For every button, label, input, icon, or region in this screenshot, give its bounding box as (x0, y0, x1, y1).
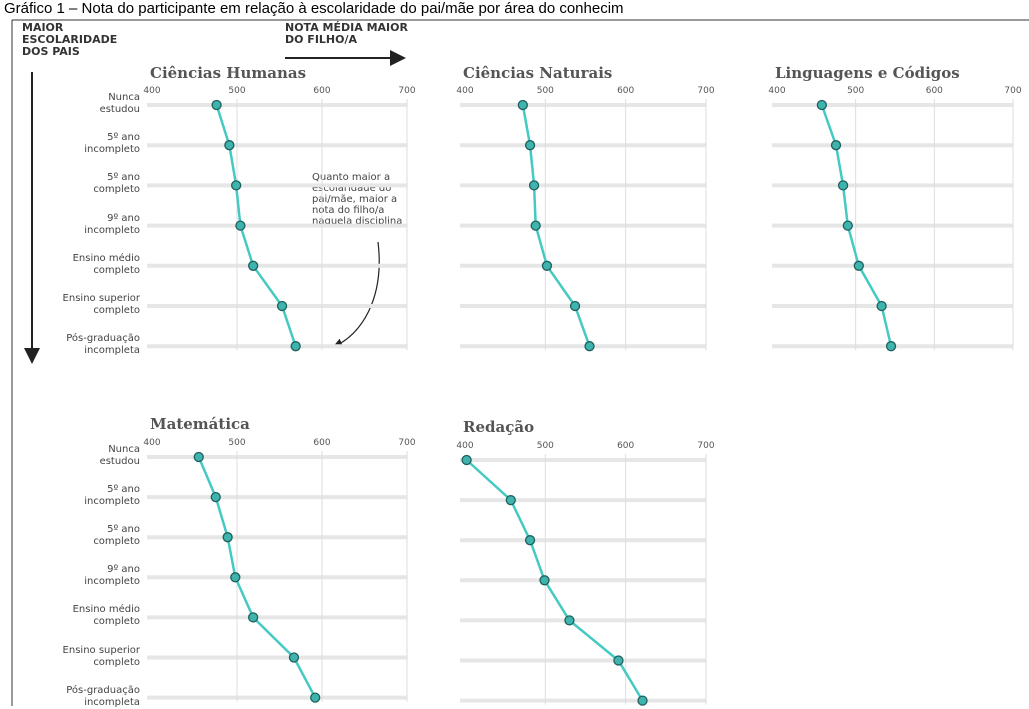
x-tick-label: 500 (537, 441, 554, 451)
chart-title: Ciências Humanas (150, 64, 306, 82)
point (541, 260, 553, 271)
point (290, 341, 301, 352)
point (564, 615, 575, 626)
point (517, 99, 528, 111)
x-tick-label: 600 (926, 86, 943, 96)
caption: Gráfico 1 – Nota do participante em rela… (4, 0, 624, 17)
point (247, 260, 259, 271)
point (235, 220, 246, 231)
x-tick-label: 600 (617, 441, 634, 451)
category-label: Ensino superior completo (62, 293, 140, 316)
x-tick-label: 600 (313, 86, 330, 96)
category-label: 9º ano incompleto (84, 564, 140, 588)
x-tick-label: 700 (398, 86, 415, 96)
point (584, 341, 595, 352)
point (830, 140, 842, 151)
x-tick-label: 700 (697, 86, 714, 96)
x-tick-label: 700 (398, 438, 415, 448)
point (222, 532, 233, 543)
category-label: Ensino superior completo (62, 644, 140, 668)
point (876, 300, 887, 312)
x-tick-label: 600 (617, 86, 634, 96)
point (539, 575, 550, 586)
category-label: Pós-graduação incompleta (66, 684, 140, 708)
category-label: Ensino médio completo (72, 252, 140, 276)
point (193, 451, 204, 463)
y-heading: MAIOR ESCOLARIDADE DOS PAIS (22, 21, 118, 58)
category-label: Pós-graduação incompleta (66, 333, 140, 357)
point (842, 220, 853, 231)
x-tick-label: 400 (143, 86, 160, 96)
point (816, 99, 827, 111)
point (230, 180, 242, 191)
point (569, 300, 581, 312)
point (613, 655, 624, 666)
category-label: 5º ano completo (93, 524, 140, 548)
point (505, 494, 516, 506)
x-tick-label: 500 (228, 86, 245, 96)
point (230, 572, 241, 583)
point (210, 491, 221, 503)
x-tick-label: 500 (847, 86, 864, 96)
point (247, 612, 259, 623)
x-tick-label: 400 (456, 441, 473, 451)
point (530, 220, 541, 231)
category-label: 5º ano completo (93, 172, 140, 196)
category-label: Ensino médio completo (72, 604, 140, 628)
x-tick-label: 700 (1004, 86, 1021, 96)
annotation-arrow (332, 241, 380, 348)
category-label: 5º ano incompleto (84, 132, 140, 156)
point (276, 300, 288, 312)
chart-title: Matemática (150, 415, 250, 433)
point (461, 454, 472, 466)
point (853, 260, 864, 271)
x-tick-label: 600 (313, 438, 330, 448)
point (528, 180, 540, 191)
point (310, 692, 321, 703)
x-tick-label: 400 (768, 86, 785, 96)
chart-title: Ciências Naturais (463, 64, 612, 82)
annotation: Quanto maior a escolaridade do pai/mãe, … (312, 172, 403, 227)
category-label: 5º ano incompleto (84, 484, 140, 508)
point (524, 140, 536, 151)
point (524, 535, 536, 546)
point (637, 695, 648, 706)
x-tick-label: 700 (697, 441, 714, 451)
chart-title: Linguagens e Códigos (775, 64, 960, 82)
x-tick-label: 400 (456, 86, 473, 96)
x-tick-label: 500 (228, 438, 245, 448)
category-label: Nunca estudou (99, 92, 140, 115)
point (885, 341, 897, 352)
point (211, 99, 222, 111)
point (288, 652, 300, 663)
category-label: 9º ano incompleto (84, 212, 140, 236)
point (224, 140, 235, 151)
point (837, 180, 849, 191)
x-tick-label: 500 (537, 86, 554, 96)
x-heading: NOTA MÉDIA MAIOR DO FILHO/A (285, 21, 408, 46)
x-tick-label: 400 (143, 438, 160, 448)
chart-title: Redação (463, 418, 534, 436)
category-label: Nunca estudou (99, 444, 140, 467)
